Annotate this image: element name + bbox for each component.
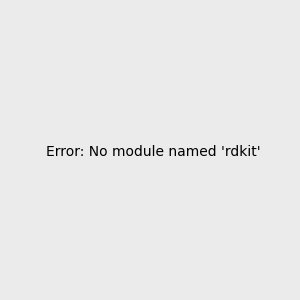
Text: Error: No module named 'rdkit': Error: No module named 'rdkit' [46, 145, 261, 158]
